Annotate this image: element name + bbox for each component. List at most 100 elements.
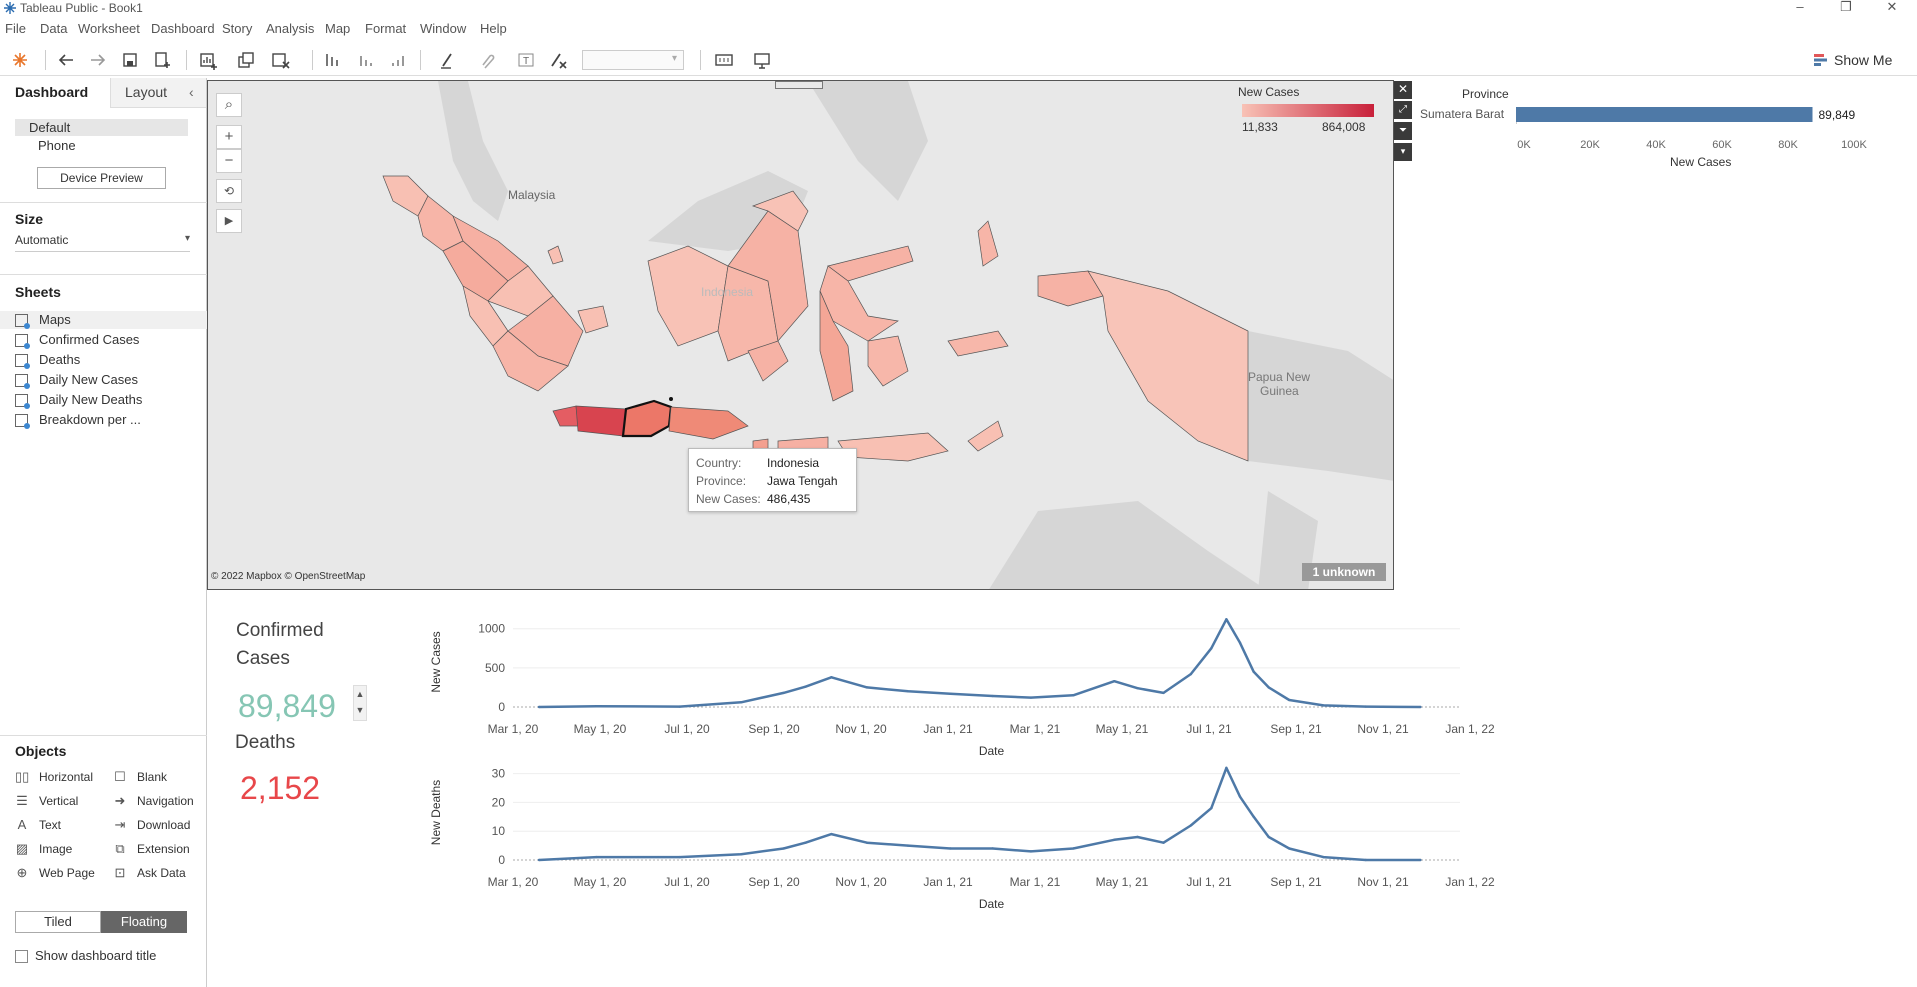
y-tick-label: 1000 <box>478 622 505 636</box>
confirmed-title-line1: Confirmed <box>236 620 324 641</box>
highlight-icon[interactable] <box>435 48 459 72</box>
object-vertical[interactable]: ☰ Vertical <box>16 793 79 808</box>
menu-window[interactable]: Window <box>420 21 467 36</box>
group-members-icon[interactable] <box>474 48 498 72</box>
unknown-indicator[interactable]: 1 unknown <box>1302 563 1386 581</box>
tab-layout[interactable]: Layout ‹ <box>110 78 206 108</box>
land-philippines <box>808 81 928 201</box>
clear-filters-icon[interactable] <box>546 48 570 72</box>
data-point <box>865 686 869 689</box>
y-tick-label: 0 <box>498 700 505 714</box>
restore-button[interactable]: ❐ <box>1840 0 1852 14</box>
menu-file[interactable]: File <box>5 21 26 36</box>
reset-map-icon[interactable]: ⟲ <box>216 179 242 203</box>
new-data-source-icon[interactable] <box>150 48 174 72</box>
data-point <box>1267 686 1270 689</box>
menu-analysis[interactable]: Analysis <box>266 21 315 36</box>
province-kepri <box>547 245 564 265</box>
confirmed-value: 89,849 <box>238 688 336 724</box>
more-options-icon[interactable]: ▾ <box>1394 143 1412 161</box>
data-point <box>830 676 833 679</box>
data-point <box>1225 766 1228 770</box>
object-text[interactable]: A Text <box>15 817 61 832</box>
duplicate-sheet-icon[interactable] <box>234 48 258 72</box>
zoom-in-button[interactable]: + <box>216 125 242 149</box>
vertical-container-icon: ☰ <box>16 793 28 808</box>
bar-header: Province <box>1462 87 1509 101</box>
object-download[interactable]: ⇥ Download <box>114 817 191 832</box>
remove-from-dashboard-icon[interactable]: ✕ <box>1394 81 1412 99</box>
collapse-pane-icon[interactable]: ‹ <box>189 84 194 100</box>
object-web-page[interactable]: ⊕ Web Page <box>16 865 95 880</box>
daily-new-cases-chart: 0 500 1000 Mar 1, 20 May 1, 20 Jul 1, 20 Sep 1… <box>429 618 1495 758</box>
device-preview-button[interactable]: Device Preview <box>37 167 166 189</box>
confirmed-title-line2: Cases <box>236 648 290 669</box>
kpi-scroll-stepper[interactable]: ▲ ▼ <box>353 685 367 721</box>
menu-data[interactable]: Data <box>40 21 68 36</box>
show-cards-icon[interactable] <box>712 48 736 72</box>
map-view[interactable]: Malaysia Indonesia Papua New Guinea ⌕ + … <box>207 80 1394 590</box>
clear-sheet-icon[interactable] <box>268 48 292 72</box>
window-title: Tableau Public - Book1 <box>20 1 143 15</box>
show-me-button[interactable]: Show Me <box>1810 50 1910 70</box>
object-blank[interactable]: ☐ Blank <box>114 769 168 784</box>
province-jawa-timur <box>668 406 749 440</box>
redo-icon[interactable] <box>86 48 110 72</box>
menu-map[interactable]: Map <box>325 21 351 36</box>
y-axis-title: New Deaths <box>429 780 443 845</box>
object-extension[interactable]: ⧉ Extension <box>113 841 189 857</box>
x-tick-label: Jul 1, 20 <box>664 722 710 736</box>
map-attribution[interactable]: © 2022 Mapbox © OpenStreetMap <box>211 571 366 582</box>
data-point <box>740 701 743 704</box>
object-image[interactable]: ▨ Image <box>15 841 73 856</box>
save-icon[interactable] <box>118 48 142 72</box>
swap-rows-columns-icon[interactable] <box>320 48 344 72</box>
sort-descending-icon[interactable] <box>386 48 410 72</box>
tiled-toggle[interactable]: Tiled <box>15 911 101 933</box>
drag-handle[interactable] <box>775 81 823 89</box>
size-dropdown[interactable]: Automatic ▾ <box>15 232 190 252</box>
fit-dropdown[interactable]: ▾ <box>582 50 684 70</box>
x-tick-label: Mar 1, 21 <box>1010 722 1061 736</box>
bar-tick-label: 60K <box>1712 139 1732 151</box>
use-as-filter-icon[interactable]: ⏷ <box>1394 122 1412 140</box>
bar-row-label[interactable]: Sumatera Barat <box>1420 107 1505 121</box>
ask-data-icon: ⊡ <box>114 865 126 880</box>
province-banten <box>552 405 579 427</box>
zoom-out-button[interactable]: − <box>216 149 242 173</box>
data-point <box>1288 847 1291 850</box>
tab-dashboard[interactable]: Dashboard <box>0 78 110 108</box>
go-to-sheet-icon[interactable]: ⤢ <box>1394 101 1412 119</box>
object-ask-data[interactable]: ⊡ Ask Data <box>114 865 186 880</box>
device-default[interactable]: Default <box>15 119 188 136</box>
presentation-mode-icon[interactable] <box>750 48 774 72</box>
new-worksheet-icon[interactable] <box>196 48 220 72</box>
menu-worksheet[interactable]: Worksheet <box>78 21 140 36</box>
close-window-button[interactable]: ✕ <box>1886 0 1898 14</box>
data-point <box>949 692 952 695</box>
show-title-checkbox[interactable] <box>15 950 28 963</box>
sort-ascending-icon[interactable] <box>354 48 378 72</box>
floating-toggle[interactable]: Floating <box>101 911 187 933</box>
y-axis-title: New Cases <box>429 631 443 692</box>
menu-help[interactable]: Help <box>480 21 507 36</box>
undo-icon[interactable] <box>54 48 78 72</box>
map-label-png-1: Papua New <box>1248 370 1310 384</box>
sheet-icon <box>15 374 30 389</box>
land-malaysia-peninsula <box>438 81 508 221</box>
device-phone[interactable]: Phone <box>38 138 76 153</box>
data-point <box>740 853 743 856</box>
object-navigation[interactable]: ➜ Navigation <box>114 793 194 808</box>
sheet-icon <box>15 394 30 409</box>
map-search-icon[interactable]: ⌕ <box>216 93 242 117</box>
minimize-button[interactable]: – <box>1796 0 1804 14</box>
tableau-home-icon[interactable] <box>8 48 32 72</box>
pan-play-icon[interactable]: ▶ <box>216 209 242 233</box>
object-horizontal[interactable]: ▯▯ Horizontal <box>15 769 94 784</box>
province-bar <box>1516 107 1813 122</box>
text-label-icon[interactable]: T <box>514 48 538 72</box>
map-canvas[interactable]: Malaysia Indonesia Papua New Guinea <box>208 81 1394 590</box>
menu-format[interactable]: Format <box>365 21 407 36</box>
menu-story[interactable]: Story <box>222 21 253 36</box>
menu-dashboard[interactable]: Dashboard <box>151 21 215 36</box>
